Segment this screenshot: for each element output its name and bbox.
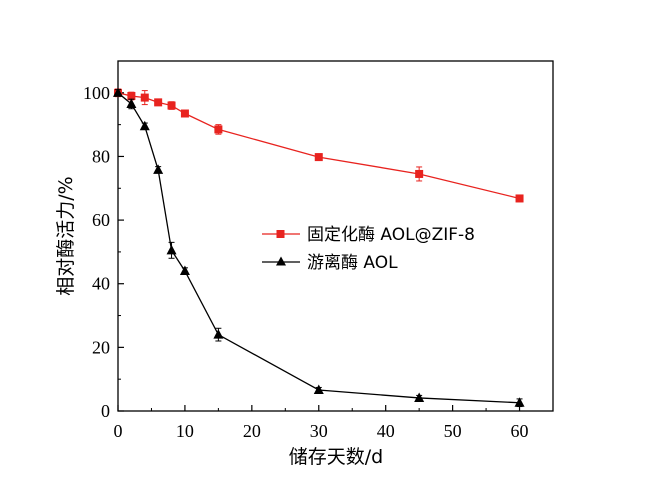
data-point-square [167,101,176,110]
data-point-square [127,92,136,100]
series-line [117,92,520,200]
data-point-square [154,98,163,107]
data-point-square [214,125,223,134]
legend-label-immobilized: 固定化酶 AOL@ZIF-8 [307,225,475,245]
y-tick-label: 80 [92,146,110,166]
x-tick-label: 0 [114,421,123,441]
y-tick-label: 100 [83,83,110,103]
y-tick-label: 20 [92,337,110,357]
series-1 [113,87,525,408]
data-point-triangle [414,392,425,402]
x-tick-label: 60 [511,421,529,441]
data-point-triangle [313,384,324,394]
data-point-triangle [514,397,525,407]
data-point-triangle [166,244,177,255]
series-line [117,92,520,404]
series-0 [114,88,524,203]
y-tick-label: 40 [92,274,110,294]
data-point-square [515,194,524,203]
data-point-triangle [213,329,224,339]
data-point-triangle [113,87,123,97]
legend-marker-immobilized [276,230,285,238]
x-tick-label: 20 [243,421,261,441]
series-layer [113,87,525,408]
y-tick-label: 0 [101,401,110,421]
legend-label-free: 游离酶 AOL [307,253,398,273]
data-point-square [415,169,424,178]
legend: 固定化酶 AOL@ZIF-8 游离酶 AOL [262,225,475,273]
data-point-triangle [153,164,164,174]
x-axis-title: 储存天数/d [289,446,383,468]
x-tick-label: 40 [377,421,395,441]
data-point-square [314,153,323,162]
axes: 0 10 20 30 40 50 60 0 20 40 60 80 100 [83,60,554,441]
data-point-triangle [126,98,137,108]
plot-frame [117,60,554,412]
x-tick-label: 10 [176,421,194,441]
legend-marker-free [276,256,286,266]
y-axis-title: 相对酶活力/% [55,176,77,295]
data-point-triangle [179,265,190,275]
data-point-triangle [139,120,150,131]
x-tick-label: 50 [444,421,462,441]
data-point-square [180,109,189,118]
x-tick-label: 30 [310,421,328,441]
data-point-square [140,93,149,102]
y-tick-label: 60 [92,210,110,230]
